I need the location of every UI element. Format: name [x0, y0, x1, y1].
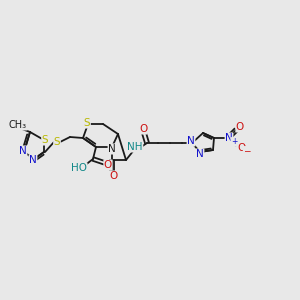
- Text: N: N: [19, 146, 27, 156]
- Text: N: N: [196, 149, 204, 159]
- Text: HO: HO: [71, 163, 87, 173]
- Text: S: S: [42, 135, 48, 145]
- Text: O: O: [139, 124, 147, 134]
- Text: N: N: [108, 144, 116, 154]
- Text: O: O: [104, 160, 112, 170]
- Text: N: N: [225, 133, 233, 143]
- Text: S: S: [84, 118, 90, 128]
- Text: S: S: [54, 137, 60, 147]
- Text: −: −: [243, 146, 251, 155]
- Text: CH₃: CH₃: [9, 120, 27, 130]
- Text: +: +: [231, 137, 237, 146]
- Text: N: N: [29, 155, 37, 165]
- Text: NH: NH: [127, 142, 143, 152]
- Text: O: O: [236, 122, 244, 132]
- Text: N: N: [187, 136, 195, 146]
- Text: O: O: [237, 143, 245, 153]
- Text: O: O: [109, 171, 117, 181]
